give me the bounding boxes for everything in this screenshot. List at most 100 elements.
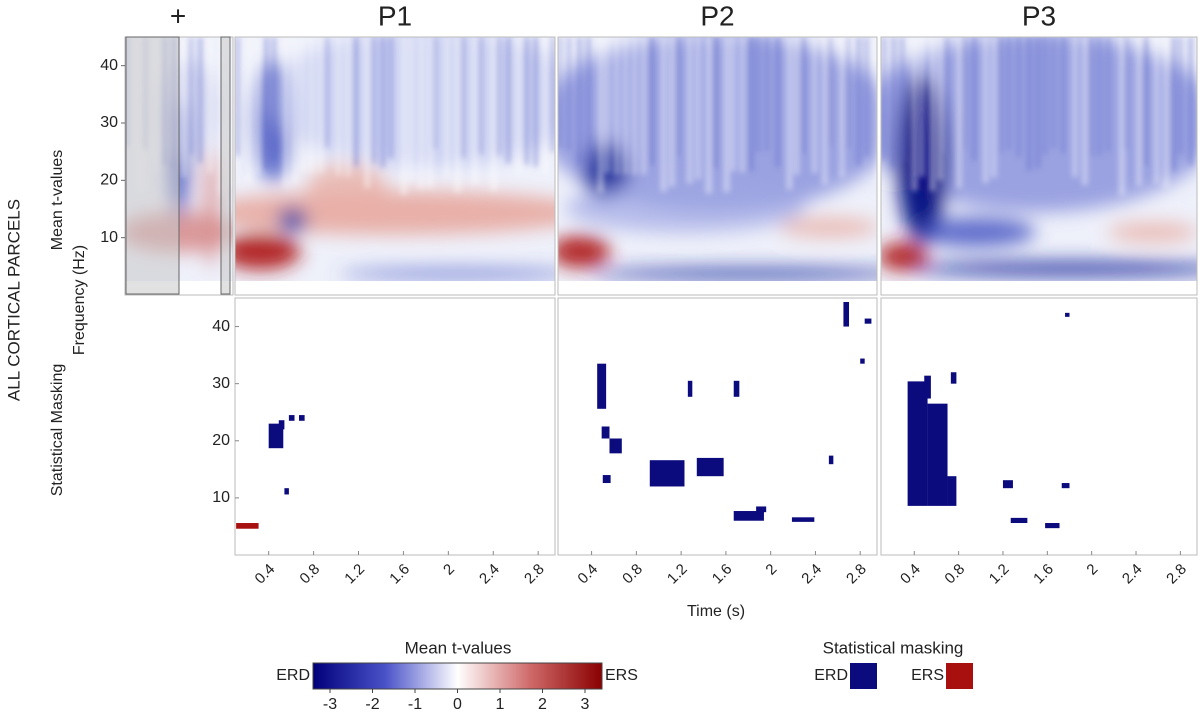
bottom-row-label: Statistical Masking <box>49 364 66 497</box>
heatmap-streak <box>272 37 276 161</box>
heatmap-streak <box>567 37 571 151</box>
heatmap-blob <box>267 37 555 168</box>
heatmap-streak <box>956 37 962 189</box>
heatmap-streak <box>982 37 989 183</box>
panel-title: + <box>170 0 186 31</box>
heatmap-streak <box>649 37 654 166</box>
x-tick-label: 1.6 <box>386 561 413 588</box>
heatmap-streak <box>891 37 896 168</box>
heatmap-streak <box>353 37 358 167</box>
y-tick-label: 20 <box>212 432 230 449</box>
baseline-box <box>125 36 180 295</box>
heatmap-streak <box>235 37 240 156</box>
x-tick-label: 1.2 <box>664 561 691 588</box>
heatmap-streak <box>991 37 997 178</box>
heatmap-streak <box>1016 37 1021 157</box>
heatmap-streak <box>427 37 433 189</box>
heatmap-streak <box>1118 37 1125 196</box>
x-tick-label: 2.8 <box>521 561 548 588</box>
heatmap-blob <box>565 182 806 233</box>
heatmap-streak <box>558 37 562 149</box>
colorbar <box>312 662 603 690</box>
heatmap-streak <box>345 37 351 177</box>
heatmap-streak <box>944 37 948 153</box>
heatmap-streak <box>478 37 483 155</box>
heatmap-streak <box>911 37 918 191</box>
x-tick-label: 2.4 <box>798 561 825 588</box>
heatmap-streak <box>822 37 828 185</box>
heatmap-streak <box>801 37 806 155</box>
heatmap-blob <box>339 268 555 279</box>
x-tick-label: 2 <box>762 561 780 579</box>
mask-region <box>278 420 285 430</box>
heatmap-blob <box>1107 222 1197 243</box>
heatmap-streaks <box>882 37 1193 196</box>
mask-region <box>864 318 872 324</box>
heatmap-streak <box>775 37 780 167</box>
y-tick-label: 40 <box>212 318 230 335</box>
panel-frame <box>234 297 556 556</box>
colorbar-left-label: ERD <box>276 667 310 684</box>
y-tick-label: 20 <box>100 172 118 189</box>
mask-region <box>924 375 931 399</box>
heatmap-streak <box>623 37 628 175</box>
colorbar-tick-label: -3 <box>323 696 337 713</box>
heatmap-streak <box>198 37 203 163</box>
x-tick-label: 0.4 <box>252 561 279 588</box>
heatmap-streak <box>318 37 323 173</box>
mask-region <box>733 380 740 397</box>
heatmap-streak <box>181 37 187 178</box>
heatmap-streak <box>1035 37 1041 169</box>
mask-region <box>649 460 685 487</box>
heatmap-streak <box>786 37 793 190</box>
heatmap-streaks <box>235 37 554 195</box>
heatmap-streak <box>543 37 548 175</box>
heatmap-streak <box>388 37 393 159</box>
heatmap-streak <box>740 37 745 173</box>
mask-region <box>843 301 850 327</box>
heatmap-streak <box>972 37 977 161</box>
heatmap-streak <box>577 37 582 165</box>
heatmap-streak <box>962 37 966 150</box>
legend-title: Statistical masking <box>823 638 964 657</box>
heatmap-streak <box>1007 37 1011 150</box>
mask-region <box>284 488 289 495</box>
x-tick-label: 0.8 <box>296 561 323 588</box>
heatmap-streak <box>408 37 414 182</box>
mask-region <box>288 415 295 421</box>
y-tick-label: 40 <box>100 57 118 74</box>
heatmap-streak <box>516 37 521 175</box>
mask-region <box>947 476 957 506</box>
x-tick-label: 2.8 <box>843 561 870 588</box>
x-tick-label: 1.2 <box>986 561 1013 588</box>
legend-swatch <box>946 663 973 689</box>
legend-label: ERS <box>911 667 944 684</box>
x-tick-label: 0.8 <box>619 561 646 588</box>
heatmap-streak <box>1072 37 1078 178</box>
heatmap-streak <box>444 37 450 178</box>
colorbar-tick-label: -2 <box>365 696 379 713</box>
mask-region <box>687 380 693 397</box>
heatmap-streak <box>712 37 718 170</box>
heatmap-streak <box>1170 37 1176 172</box>
heatmap-blob <box>915 217 1036 248</box>
mask-region <box>299 415 305 421</box>
heatmap-streak <box>1043 37 1048 155</box>
y-axis-label: Frequency (Hz) <box>71 245 88 355</box>
heatmap-streak <box>937 37 943 181</box>
mask-region <box>1010 517 1028 524</box>
heatmap-streak <box>828 37 832 148</box>
heatmap-streak <box>1178 37 1183 155</box>
x-tick-label: 0.4 <box>574 561 601 588</box>
heatmap-streak <box>756 37 760 152</box>
x-axis-label: Time (s) <box>687 603 745 620</box>
heatmap-streak <box>1163 37 1169 188</box>
heatmap-streak <box>188 37 193 155</box>
mask-region <box>828 455 834 465</box>
panel-frame <box>557 36 878 296</box>
panel-title: P1 <box>378 0 412 31</box>
heatmap-streak <box>208 37 213 174</box>
heatmap-streak <box>433 37 437 149</box>
heatmap-streak <box>300 37 305 172</box>
heatmap <box>558 37 877 281</box>
